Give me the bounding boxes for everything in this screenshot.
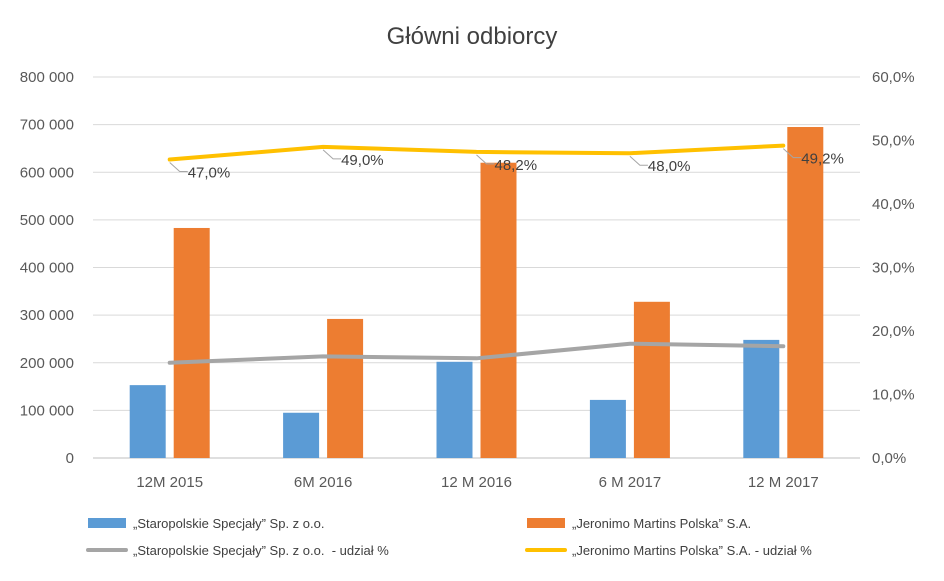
y-tick-label: 0 <box>66 450 74 467</box>
y-tick-label: 500 000 <box>20 212 74 229</box>
leader-line <box>629 155 648 166</box>
series-line <box>167 143 786 162</box>
legend: „Staropolskie Specjały” Sp. z o.o. „Jeron… <box>86 516 812 558</box>
legend-swatch <box>88 518 126 528</box>
bar <box>787 127 824 458</box>
y2-tick-label: 0,0% <box>872 450 906 467</box>
legend-label: „Staropolskie Specjały” Sp. z o.o. - udz… <box>133 543 389 558</box>
y2-tick-label: 20,0% <box>872 323 915 340</box>
data-label: 48,0% <box>648 158 691 175</box>
y-axis-right: 0,0% 10,0% 20,0% 30,0% 40,0% 50,0% 60,0% <box>872 69 915 467</box>
gridlines <box>93 76 860 459</box>
x-tick-label: 12 M 2017 <box>748 474 819 491</box>
y2-tick-label: 60,0% <box>872 69 915 86</box>
y2-tick-label: 30,0% <box>872 260 915 277</box>
leader-line <box>322 149 342 160</box>
y-tick-label: 300 000 <box>20 307 74 324</box>
leader-line <box>782 148 802 159</box>
y-tick-label: 200 000 <box>20 355 74 372</box>
y2-tick-label: 40,0% <box>872 196 915 213</box>
bar <box>633 301 670 458</box>
x-axis: 12M 2015 6M 2016 12 M 2016 6 M 2017 12 M 201… <box>136 474 818 491</box>
y-tick-label: 400 000 <box>20 260 74 277</box>
legend-label: „Jeronimo Martins Polska” S.A. - udział … <box>572 543 812 558</box>
y2-tick-label: 50,0% <box>872 133 915 150</box>
x-tick-label: 12M 2015 <box>136 474 203 491</box>
data-label: 49,0% <box>341 152 384 169</box>
legend-label: „Staropolskie Specjały” Sp. z o.o. <box>133 516 324 531</box>
leader-line <box>169 162 188 173</box>
leader-line <box>476 154 495 165</box>
y-axis-left: 0 100 000 200 000 300 000 400 000 500 000 600 … <box>20 69 74 467</box>
series-line <box>167 341 786 365</box>
legend-label: „Jeronimo Martins Polska” S.A. <box>572 516 751 531</box>
y-tick-label: 600 000 <box>20 164 74 181</box>
data-label: 48,2% <box>495 157 538 174</box>
line-series <box>167 143 786 365</box>
bar <box>743 339 780 458</box>
legend-swatch <box>527 518 565 528</box>
y-tick-label: 100 000 <box>20 402 74 419</box>
bar <box>283 412 320 458</box>
data-label: 47,0% <box>188 165 231 182</box>
y-tick-label: 800 000 <box>20 69 74 86</box>
bar <box>173 227 210 458</box>
chart-title: Główni odbiorcy <box>387 23 558 50</box>
y-tick-label: 700 000 <box>20 117 74 134</box>
bar <box>129 385 166 458</box>
y2-tick-label: 10,0% <box>872 387 915 404</box>
data-labels: 47,0% 49,0% 48,2% 48,0% 49,2% <box>169 148 844 182</box>
x-tick-label: 12 M 2016 <box>441 474 512 491</box>
bar <box>436 361 473 458</box>
bar <box>480 162 517 458</box>
x-tick-label: 6 M 2017 <box>599 474 662 491</box>
bar-series <box>129 127 824 458</box>
data-label: 49,2% <box>801 151 844 168</box>
bar <box>327 318 364 458</box>
x-tick-label: 6M 2016 <box>294 474 352 491</box>
bar <box>589 399 626 458</box>
